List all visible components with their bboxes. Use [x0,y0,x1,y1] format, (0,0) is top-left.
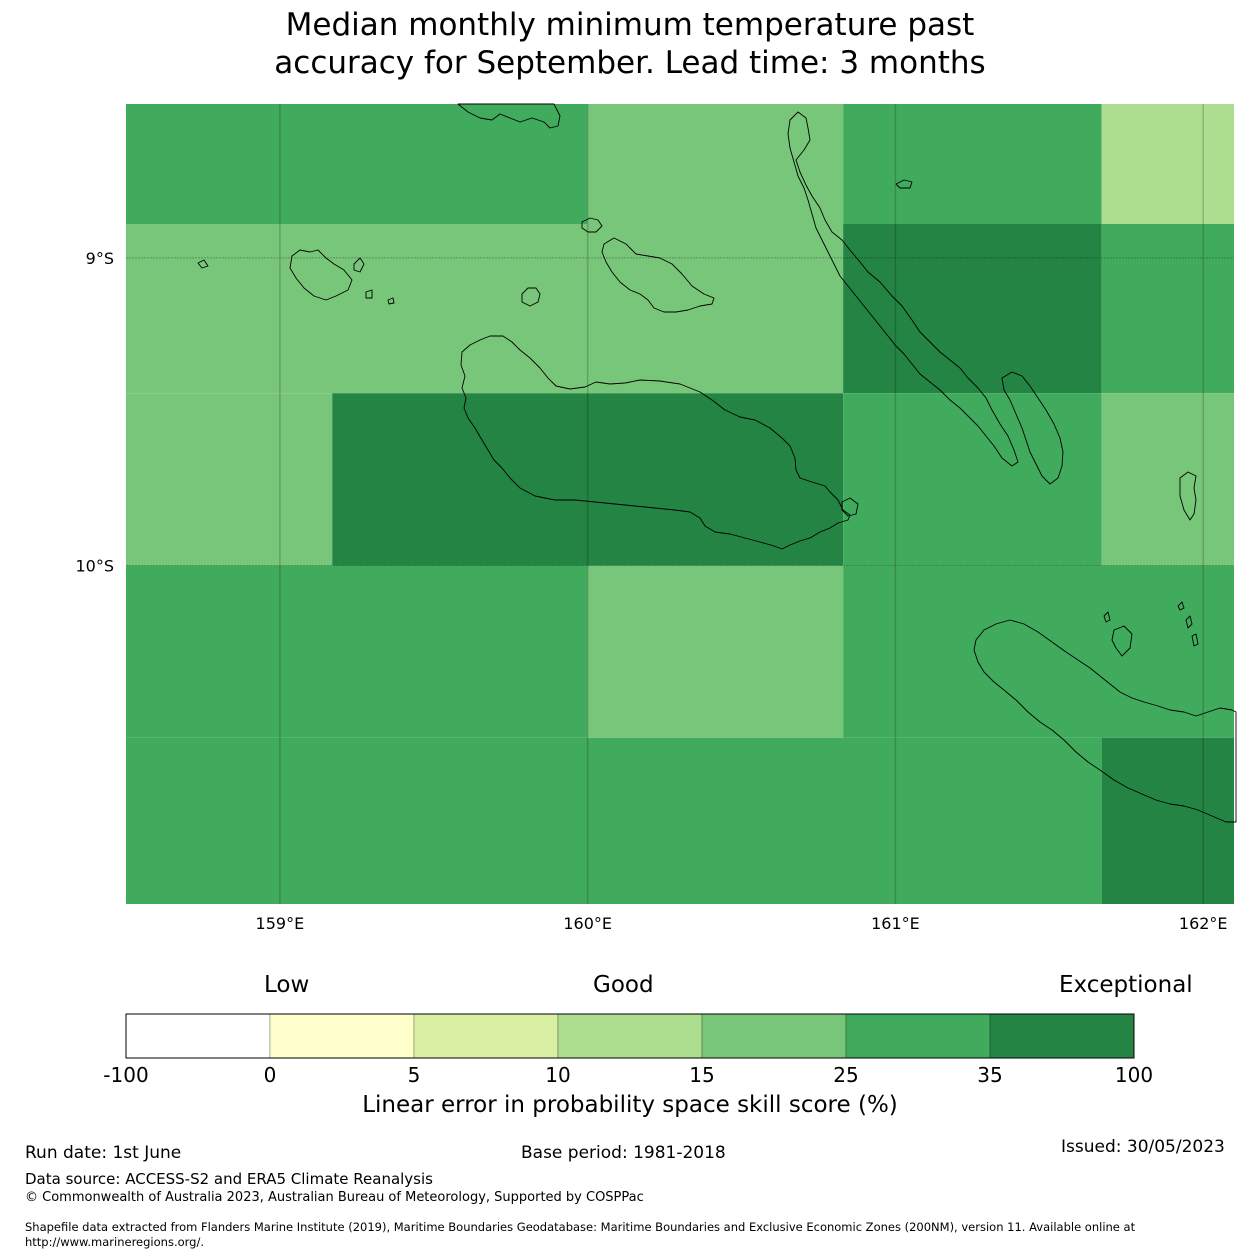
grid-cell-15 [1101,737,1234,904]
issued-date: Issued: 30/05/2023 [1061,1137,1225,1157]
coastline-islet-west [197,259,209,269]
coastline-makira [973,619,1237,823]
coastline-islet-e1 [1103,611,1111,623]
grid-cell-10 [1101,393,1234,566]
grid-cell-13 [843,565,1234,738]
colorbar-category-good: Good [593,972,654,998]
grid-cell-5 [843,224,1102,394]
grid-cell-14 [126,737,1102,904]
run-date: Run date: 1st June [25,1143,182,1163]
lon-tick-label-3: 162°E [1179,914,1228,933]
shapefile-credit-line-1: Shapefile data extracted from Flanders M… [25,1220,1136,1234]
title-line-2: accuracy for September. Lead time: 3 mon… [274,45,986,81]
coastline-guadalcanal [460,335,851,550]
coastline-ulawa [1179,471,1197,521]
grid-cell-11 [126,565,588,738]
lon-tick-label-0: 159°E [256,914,305,933]
base-period: Base period: 1981-2018 [521,1143,726,1163]
grid-cell-1 [587,104,844,224]
graticule [126,104,1234,904]
colorbar-label: Linear error in probability space skill … [362,1092,898,1118]
coastline-islet-e3 [1185,615,1193,629]
copyright: © Commonwealth of Australia 2023, Austra… [25,1190,644,1205]
coastline-ugi [1111,625,1133,657]
colorbar-category-low: Low [264,972,310,998]
coastline-savo [521,287,541,307]
grid-cell-9 [843,393,1102,566]
chart-title: Median monthly minimum temperature past … [0,6,1260,82]
colorbar-tick-label-3: 10 [545,1063,571,1087]
coastline-russell [289,249,353,301]
coastline-nggela-small [581,217,603,233]
grid-cell-0 [126,104,588,224]
grid-cell-3 [1101,104,1234,224]
colorbar-tick-label-4: 15 [689,1063,715,1087]
coastline-islet-cape [841,497,859,517]
grid-cell-2 [843,104,1102,224]
coastline-russell-small-2 [365,289,373,299]
grid-cell-7 [126,393,333,566]
colorbar-category-exceptional: Exceptional [1059,972,1193,998]
grid-cell-6 [1101,224,1234,394]
coastline-malaita [787,111,1019,467]
coastlines [197,103,1237,823]
colorbar-tick-label-5: 25 [833,1063,859,1087]
coastline-islet-small [387,297,395,305]
colorbar-tick-label-7: 100 [1114,1063,1154,1087]
skill-grid-cells [126,104,1234,904]
colorbar-tick-label-2: 5 [407,1063,421,1087]
grid-cell-4 [126,224,844,394]
lat-tick-label-1: 10°S [75,557,114,576]
colorbar-tick-label-1: 0 [263,1063,277,1087]
lat-tick-label-0: 9°S [86,249,114,268]
colorbar-tick-label-6: 35 [977,1063,1003,1087]
coastline-russell-small-1 [353,257,365,273]
data-source: Data source: ACCESS-S2 and ERA5 Climate … [25,1170,433,1188]
coastline-isabel [457,103,561,129]
map-tick-labels: 159°E 160°E 161°E 162°E 9°S 10°S [75,249,1227,933]
coastline-small-malaita [1001,371,1064,485]
title-line-1: Median monthly minimum temperature past [285,7,975,43]
grid-cell-12 [587,565,844,738]
lon-tick-label-1: 160°E [563,914,612,933]
shapefile-credit-line-2: http://www.marineregions.org/. [25,1235,204,1249]
colorbar-tick-label-0: -100 [103,1063,149,1087]
coastline-islet-nw [895,179,913,189]
coastline-nggela-big [601,237,715,313]
coastline-islet-e2 [1177,601,1185,611]
coastline-islet-e4 [1191,633,1199,647]
lon-tick-label-2: 161°E [871,914,920,933]
